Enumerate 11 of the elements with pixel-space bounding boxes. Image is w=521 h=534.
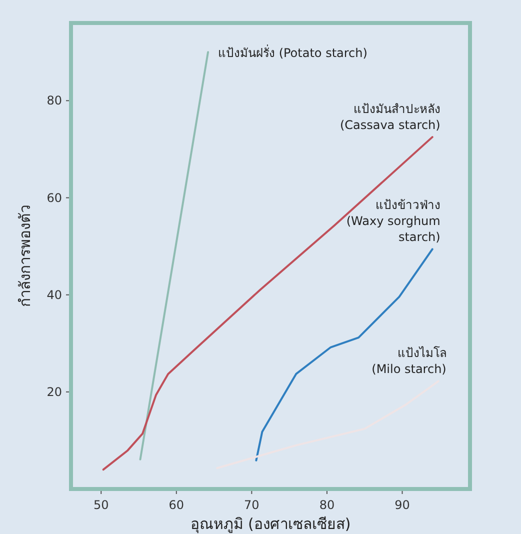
y-tick-label: 80 bbox=[46, 94, 62, 108]
x-tick-label: 90 bbox=[394, 498, 410, 512]
x-tick-label: 70 bbox=[244, 498, 260, 512]
x-axis-title: อุณหภูมิ (องศาเซลเซียส) bbox=[190, 515, 351, 534]
x-tick-label: 60 bbox=[168, 498, 184, 512]
y-tick-label: 60 bbox=[46, 190, 62, 205]
y-tick-label: 20 bbox=[46, 384, 62, 399]
y-tick-label: 40 bbox=[46, 288, 62, 302]
x-tick-label: 80 bbox=[319, 498, 335, 512]
x-tick-label: 50 bbox=[93, 498, 109, 512]
y-axis-title: กำลังการพองตัว bbox=[16, 205, 34, 307]
